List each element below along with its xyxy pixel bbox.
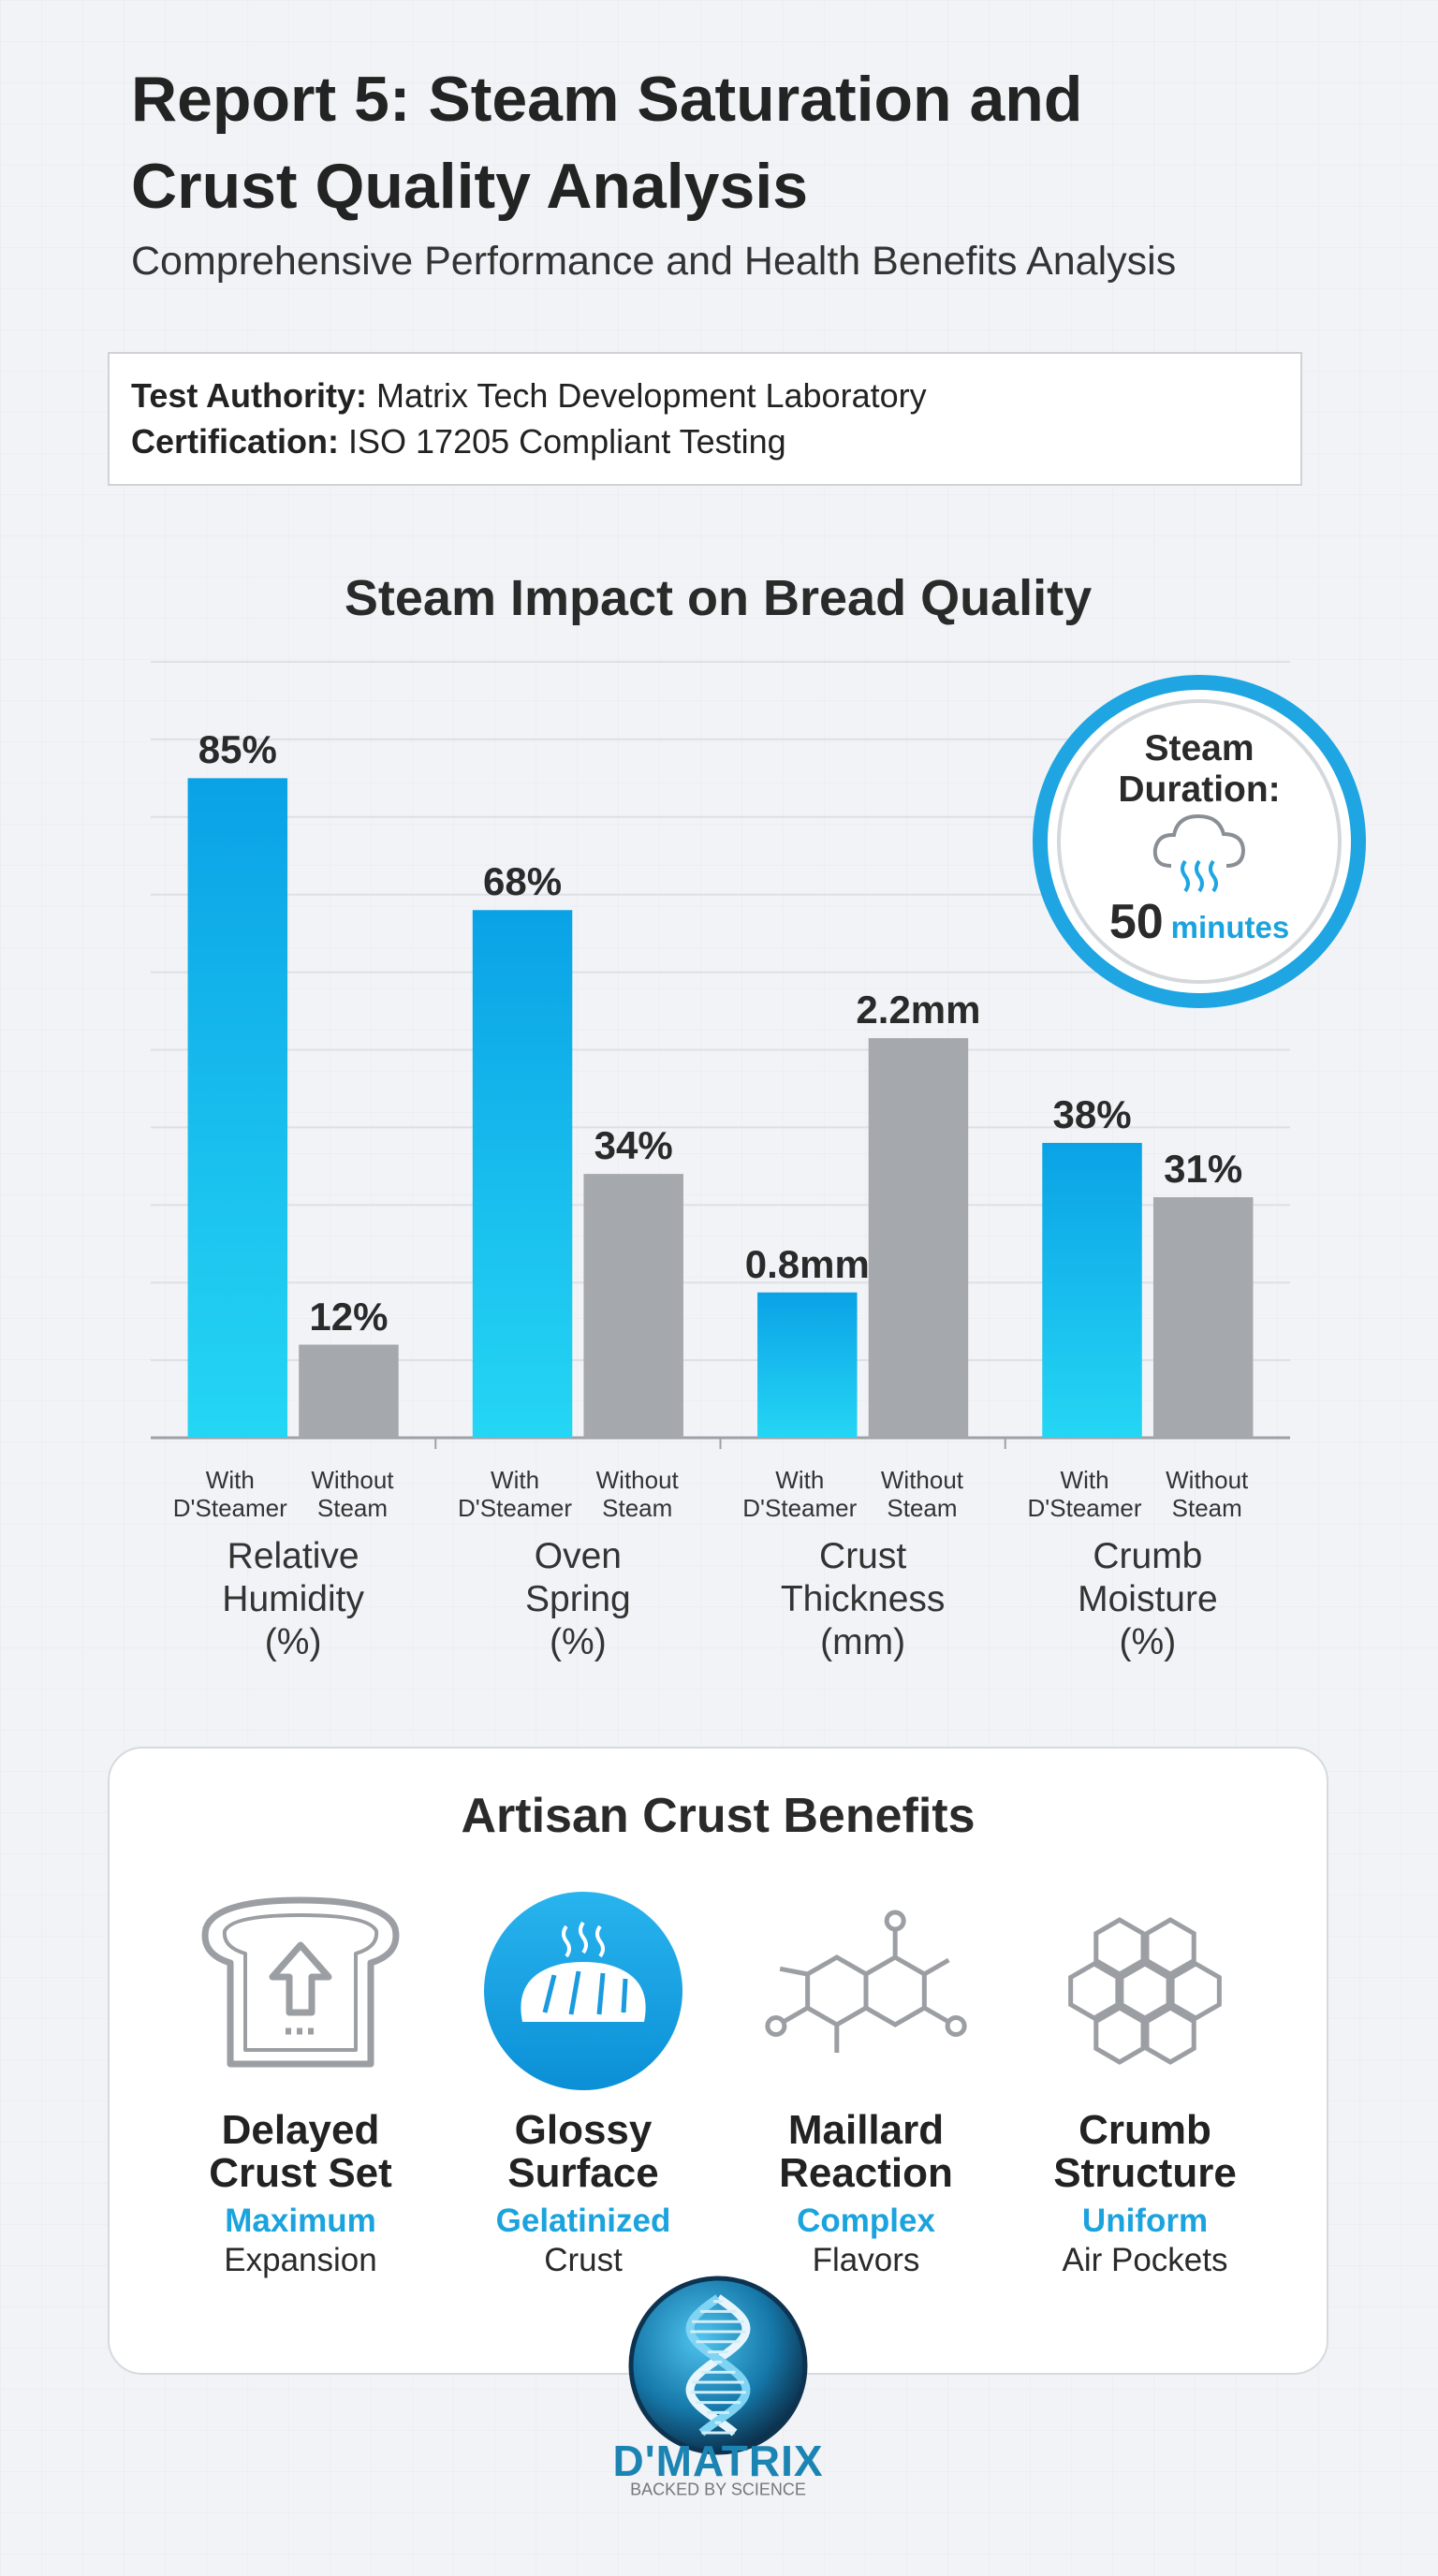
logo-mark [628,2276,808,2455]
benefit-highlight: Complex [797,2203,935,2239]
atom [884,1910,906,1932]
logo-tagline: BACKED BY SCIENCE [630,2480,806,2499]
glossy-surface-icon [484,1892,682,2090]
badge-value-line: 50 minutes [1109,894,1289,950]
benefit-title: Delayed Crust Set [209,2107,392,2196]
badge-ring [1033,675,1366,1008]
value-label: 0.8mm [744,1241,870,1286]
bar [187,778,288,1438]
chart-title: Steam Impact on Bread Quality [344,570,1093,626]
bar-label: With D'Steamer [458,1466,573,1522]
bar-label: Without Steam [311,1466,394,1522]
bar [472,910,573,1438]
bar [868,1038,969,1438]
bar [583,1174,683,1438]
category-label: Oven Spring (%) [525,1536,631,1662]
value-label: 34% [594,1123,673,1168]
bond [923,1957,950,1977]
bond [779,1966,809,1977]
honeycomb-icon [1068,1917,1222,2065]
value-label: 31% [1164,1147,1243,1191]
bar-label: With D'Steamer [1027,1466,1142,1522]
value-label: 2.2mm [856,988,981,1032]
benefit-highlight: Maximum [225,2203,376,2239]
benefit-detail: Air Pockets [1062,2242,1228,2278]
benefit-title: Crumb Structure [1053,2107,1237,2196]
benefit-title: Maillard Reaction [779,2107,953,2196]
bar-label: With D'Steamer [172,1466,287,1522]
bar [299,1344,399,1438]
badge-inner-ring [1057,699,1342,984]
value-label: 68% [483,859,563,904]
bar-label: Without Steam [1166,1466,1249,1522]
benefit-title: Glossy Surface [507,2107,659,2196]
hexagon [1144,1917,1196,1977]
badge-value: 50 [1108,895,1164,949]
hexagon [1093,1917,1146,1977]
category-label: Crumb Moisture (%) [1078,1536,1218,1662]
category-label: Relative Humidity (%) [222,1536,364,1662]
hexagon [1144,2005,1196,2065]
category-label: Crust Thickness (mm) [780,1536,946,1662]
info-line: Certification: ISO 17205 Compliant Testin… [131,422,786,461]
value-label: 85% [198,727,277,772]
report-title: Report 5: Steam Saturation and Crust Qua… [131,64,1083,222]
badge-unit: minutes [1170,910,1290,944]
info-box [108,352,1302,486]
benefit-detail: Flavors [812,2242,920,2278]
bar [1152,1197,1254,1438]
hexagon [1068,1961,1121,2021]
maillard-icon [765,1910,967,2053]
subtitle: Comprehensive Performance and Health Ben… [131,239,1177,284]
hexagon [1119,1961,1171,2021]
bar-label: With D'Steamer [742,1466,858,1522]
logo-name: D'MATRIX [612,2437,824,2485]
atom [765,2015,787,2037]
bond [923,2005,950,2025]
hexagon [1093,2005,1146,2065]
info-line: Test Authority: Matrix Tech Development L… [131,376,927,416]
benefit-highlight: Uniform [1081,2203,1209,2239]
value-label: 38% [1052,1091,1132,1136]
benefit-highlight: Gelatinized [495,2203,671,2239]
bar-label: Without Steam [880,1466,964,1522]
info-value: ISO 17205 Compliant Testing [348,422,786,461]
bond [782,2005,809,2025]
cloud-icon [1152,813,1246,893]
bread-slice-icon [201,1896,400,2068]
bar-label: Without Steam [595,1466,679,1522]
chart [151,661,1290,1449]
bar [1042,1142,1142,1438]
benefit-detail: Crust [544,2242,623,2278]
badge-label: Steam Duration: [1118,728,1281,810]
info-label: Certification: [131,422,340,461]
hexagon [1169,1961,1222,2021]
value-label: 12% [309,1294,389,1339]
benefit-detail: Expansion [224,2242,377,2278]
bar [757,1292,858,1438]
benefits-title: Artisan Crust Benefits [461,1789,976,1843]
info-label: Test Authority: [131,376,367,415]
atom [945,2015,967,2037]
info-value: Matrix Tech Development Laboratory [375,376,927,415]
